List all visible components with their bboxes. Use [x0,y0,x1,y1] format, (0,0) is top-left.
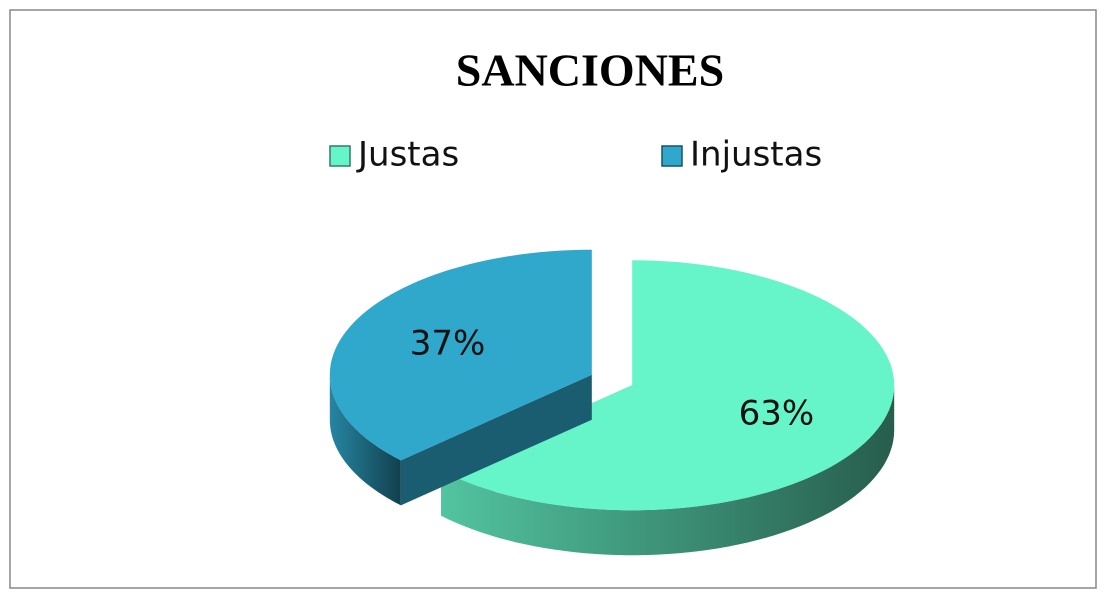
slice-top [329,249,592,461]
slice-side [329,374,401,506]
data-label: 63% [739,394,815,434]
slice-top [441,260,895,511]
legend-swatch [329,145,351,167]
legend-label: Justas [356,135,459,175]
data-label: 37% [410,323,486,363]
legend-label: Injustas [690,135,822,175]
slice [329,249,592,506]
chart-title: SANCIONES [456,45,724,96]
slice-cut-face [400,374,592,506]
legend-swatch [661,145,683,167]
slice-side [441,385,895,556]
